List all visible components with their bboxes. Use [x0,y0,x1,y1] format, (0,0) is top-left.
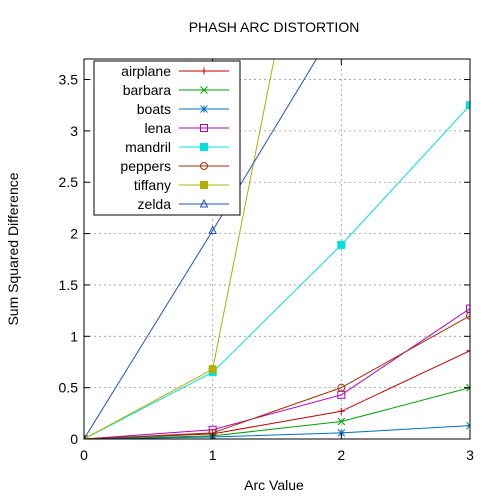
data-point-mandril [466,101,470,110]
legend-item-boats: boats [137,101,229,117]
legend-item-lena: lena [145,120,229,136]
series-line-barbara [84,387,470,439]
legend-marker [200,143,208,151]
legend-label: mandril [125,139,171,155]
data-point-airplane [337,407,345,415]
legend-marker [200,67,208,75]
data-point-barbara [337,417,346,426]
legend-label: barbara [123,82,171,98]
legend-label: tiffany [134,177,171,193]
legend-item-tiffany: tiffany [134,177,229,193]
legend-marker [200,105,208,113]
series-line-lena [84,308,470,439]
legend-item-mandril: mandril [125,139,229,155]
legend-marker [200,162,208,170]
legend-item-peppers: peppers [120,158,229,174]
y-axis-label: Sum Squared Difference [5,172,21,325]
plot-frame [83,58,471,440]
data-point-tiffany [84,435,88,439]
legend-label: zelda [138,196,172,212]
x-tick-label: 1 [209,447,217,463]
y-tick-label: 0 [70,431,78,447]
legend-label: peppers [120,158,171,174]
data-point-mandril [337,240,346,249]
data-point-peppers [466,311,470,320]
legend-marker [199,198,209,208]
x-axis-label: Arc Value [244,477,304,493]
data-point-airplane [466,347,470,355]
y-tick-label: 3.5 [59,72,79,88]
x-tick-label: 3 [466,447,474,463]
data-point-barbara [466,383,470,392]
legend: airplane barbara boats lena mandril peppers ti… [93,60,241,216]
data-point-tiffany [208,365,217,374]
y-tick-label: 2.5 [59,174,79,190]
data-point-boats [466,421,470,430]
axis-ticks: 0 0.5 1 1.5 2 2.5 3 3.5 0 1 2 3 [59,59,474,463]
chart-title: PHASH ARC DISTORTION [189,19,360,35]
x-tick-label: 2 [337,447,345,463]
legend-label: boats [137,101,171,117]
y-tick-label: 3 [70,123,78,139]
data-point-peppers [337,383,346,392]
series-line-airplane [84,350,470,439]
legend-item-airplane: airplane [121,63,229,79]
legend-item-zelda: zelda [138,196,229,212]
legend-label: airplane [121,63,171,79]
series-line-boats [84,425,470,439]
legend-item-barbara: barbara [123,82,229,98]
data-point-zelda [208,225,217,235]
series-line-zelda [84,59,318,439]
y-tick-label: 2 [70,226,78,242]
legend-marker [200,86,208,94]
y-tick-label: 1 [70,328,78,344]
data-point-lena [466,304,470,313]
series-lines [84,59,470,439]
series-line-peppers [84,315,470,439]
legend-marker [200,181,208,189]
legend-label: lena [145,120,172,136]
y-tick-label: 1.5 [59,277,79,293]
legend-marker [200,124,208,132]
x-tick-label: 0 [80,447,88,463]
series-line-mandril [84,104,470,439]
y-tick-label: 0.5 [59,380,79,396]
series-line-tiffany [84,59,275,439]
legend-box [93,60,241,216]
grid [84,59,470,439]
